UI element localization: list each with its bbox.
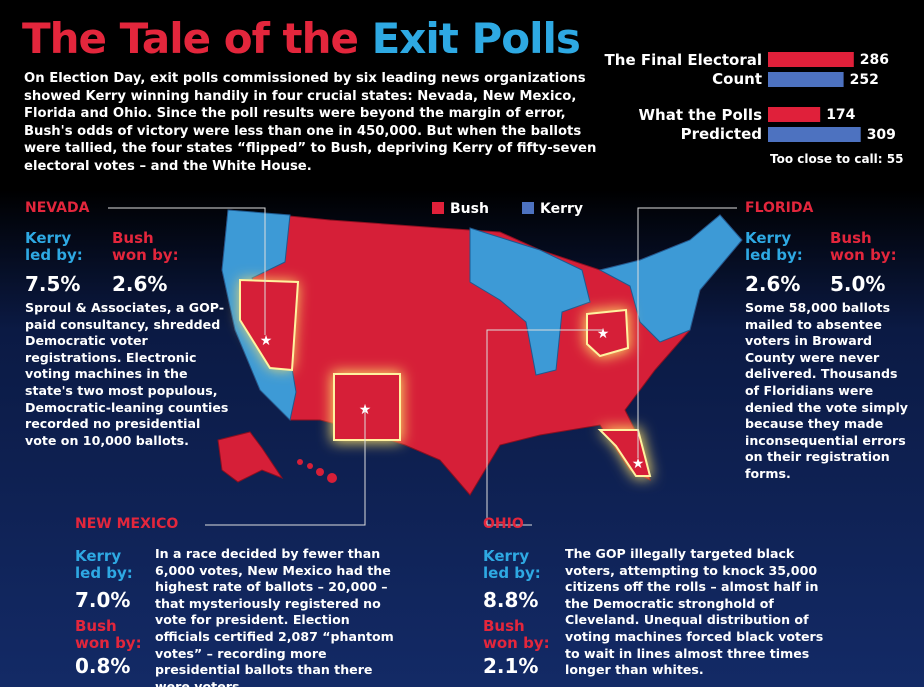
svg-text:★: ★ xyxy=(632,456,645,472)
connector-lines xyxy=(108,207,737,526)
state-name: NEVADA xyxy=(25,200,90,216)
bush-value: 5.0% xyxy=(830,272,886,296)
kerry-value: 8.8% xyxy=(483,588,539,612)
bush-label: Bush won by: xyxy=(112,229,179,264)
bar xyxy=(768,52,854,67)
bush-value: 2.6% xyxy=(112,272,168,296)
state-text: In a race decided by fewer than 6,000 vo… xyxy=(155,546,394,687)
value-label: 252 xyxy=(850,72,879,88)
bar xyxy=(768,107,821,122)
ohio xyxy=(586,308,630,358)
legend: Bush Kerry xyxy=(432,201,583,217)
legend-swatch xyxy=(432,202,444,214)
intro: On Election Day, exit polls commissioned… xyxy=(24,71,597,174)
state-name: NEW MEXICO xyxy=(75,516,179,532)
hawaii xyxy=(297,459,337,483)
title-part: Exit Polls xyxy=(371,14,581,63)
state-text: Some 58,000 ballots mailed to absentee v… xyxy=(745,300,908,481)
title-part: The Tale of the xyxy=(22,14,359,63)
bush-value: 0.8% xyxy=(75,654,131,678)
svg-text:★: ★ xyxy=(597,326,610,342)
category-label: What the Polls Predicted xyxy=(638,106,763,143)
legend-swatch xyxy=(522,202,534,214)
bush-value: 2.1% xyxy=(483,654,539,678)
kerry-value: 7.5% xyxy=(25,272,81,296)
value-label: 286 xyxy=(860,52,889,68)
value-label: 174 xyxy=(826,107,855,123)
category-label: The Final Electoral Count xyxy=(604,51,762,88)
new-mexico xyxy=(333,373,401,441)
kerry-label: Kerry led by: xyxy=(483,547,541,582)
svg-text:★: ★ xyxy=(260,333,273,349)
nevada xyxy=(239,278,300,372)
bar xyxy=(768,127,861,142)
map: ★★★★ xyxy=(217,209,743,496)
kerry-label: Kerry led by: xyxy=(25,229,83,264)
annotation: Too close to call: 55 xyxy=(770,152,904,166)
state-name: FLORIDA xyxy=(745,200,814,216)
bush-label: Bush won by: xyxy=(483,617,550,652)
kerry-value: 2.6% xyxy=(745,272,801,296)
title: The Tale of the Exit Polls xyxy=(22,14,581,63)
bush-label: Bush won by: xyxy=(830,229,897,264)
midwest-blue xyxy=(469,227,591,376)
bar-chart: 286 174 252 309 xyxy=(768,52,896,143)
northeast-blue xyxy=(598,214,743,343)
legend-label: Kerry xyxy=(540,201,583,217)
legend-label: Bush xyxy=(450,201,489,217)
kerry-label: Kerry led by: xyxy=(745,229,803,264)
bar xyxy=(768,72,844,87)
state-text: The GOP illegally targeted black voters,… xyxy=(565,546,824,678)
alaska xyxy=(217,431,284,483)
kerry-value: 7.0% xyxy=(75,588,131,612)
bush-label: Bush won by: xyxy=(75,617,142,652)
state-text: Sproul & Associates, a GOP-paid consulta… xyxy=(25,300,229,448)
value-label: 309 xyxy=(867,127,896,143)
kerry-label: Kerry led by: xyxy=(75,547,133,582)
state-name: OHIO xyxy=(483,516,524,532)
